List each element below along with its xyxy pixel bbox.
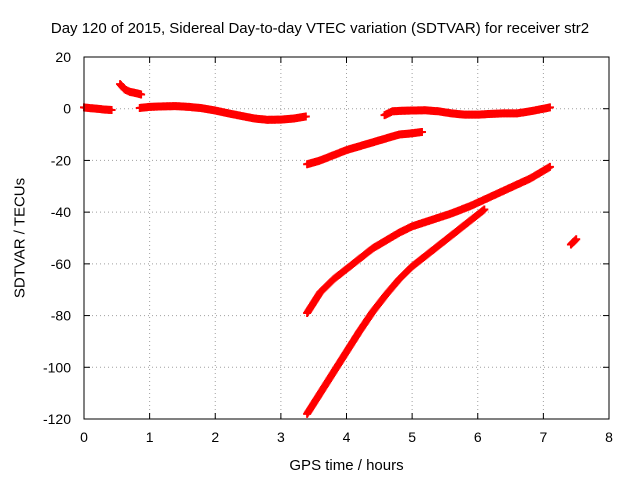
y-axis-label: SDTVAR / TECUs (11, 177, 29, 299)
data-point (107, 106, 116, 115)
grid-lines (84, 57, 609, 419)
x-tick-label: 5 (408, 429, 416, 445)
data-points (80, 80, 581, 418)
data-point (137, 90, 146, 99)
data-point (417, 127, 426, 136)
x-tick-label: 1 (146, 429, 154, 445)
y-tick-label: 20 (55, 49, 71, 65)
y-tick-label: -120 (43, 411, 71, 427)
data-point (571, 236, 580, 245)
x-tick-label: 2 (211, 429, 219, 445)
data-point (545, 103, 554, 112)
chart-title: Day 120 of 2015, Sidereal Day-to-day VTE… (50, 20, 590, 37)
x-tick-label: 0 (80, 429, 88, 445)
data-series-5 (303, 127, 426, 169)
y-tick-label: 0 (63, 101, 71, 117)
y-tick-label: -100 (43, 359, 71, 375)
x-tick-label: 6 (474, 429, 482, 445)
y-tick-label: -20 (51, 152, 71, 168)
y-tick-label: -40 (51, 204, 71, 220)
data-series-6 (303, 162, 554, 317)
data-series-8 (566, 235, 581, 249)
data-point (480, 205, 489, 214)
x-tick-label: 4 (343, 429, 351, 445)
data-point (545, 162, 554, 171)
x-tick-label: 7 (539, 429, 547, 445)
plot-border (83, 56, 610, 420)
data-point (301, 112, 310, 121)
x-tick-label: 3 (277, 429, 285, 445)
y-tick-label: -60 (51, 256, 71, 272)
data-series-2 (116, 80, 146, 99)
x-axis-label: GPS time / hours (289, 457, 404, 474)
tick-labels: 0 1 2 3 4 5 6 7 8 -120 -100 -80 -60 -40 -20 0 20 (43, 49, 613, 445)
x-tick-label: 8 (605, 429, 613, 445)
data-series-4 (380, 103, 554, 120)
data-series-3 (135, 102, 310, 124)
data-point (572, 235, 581, 244)
data-series-7 (303, 205, 489, 418)
data-series-1 (80, 103, 116, 115)
y-tick-label: -80 (51, 308, 71, 324)
